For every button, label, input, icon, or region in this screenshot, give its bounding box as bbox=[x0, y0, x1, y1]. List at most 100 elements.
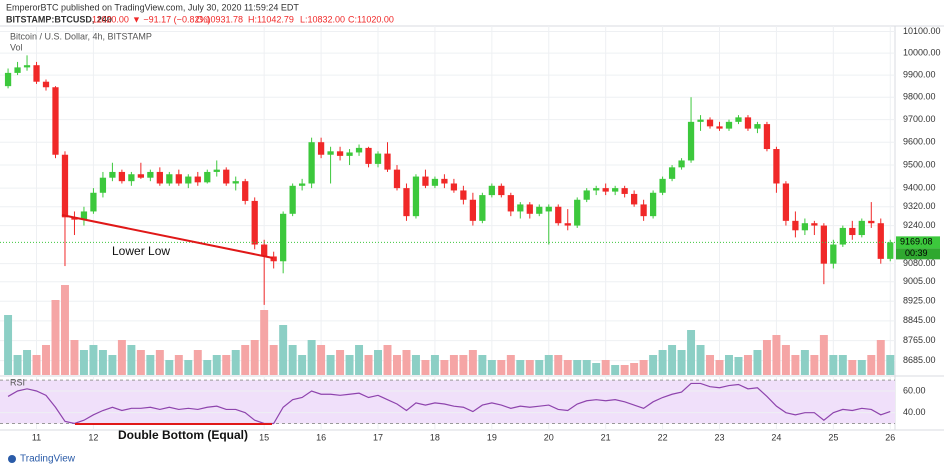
volume-bar bbox=[687, 330, 696, 375]
volume-bar bbox=[734, 357, 743, 375]
volume-bar bbox=[60, 285, 69, 375]
candle-body bbox=[52, 87, 59, 155]
volume-bar bbox=[32, 355, 41, 375]
candle-body bbox=[782, 183, 790, 221]
candle-body bbox=[460, 190, 467, 200]
volume-bar bbox=[440, 360, 449, 375]
y-tick-label: 9600.00 bbox=[903, 137, 936, 147]
candle-body bbox=[763, 124, 771, 150]
volume-bar bbox=[867, 355, 876, 375]
candle-body bbox=[536, 206, 543, 214]
candle-body bbox=[251, 200, 258, 245]
volume-bar bbox=[4, 315, 13, 375]
volume-bar bbox=[364, 355, 373, 375]
y-tick-label: 9900.00 bbox=[903, 69, 936, 79]
y-tick-label: 9320.00 bbox=[903, 201, 936, 211]
candle-body bbox=[849, 227, 856, 236]
volume-bar bbox=[573, 360, 582, 375]
candle-body bbox=[431, 178, 439, 186]
volume-bar bbox=[544, 355, 553, 375]
candle-body bbox=[270, 256, 277, 262]
candle-body bbox=[517, 204, 524, 212]
candle-body bbox=[583, 190, 590, 200]
y-tick-label: 9700.00 bbox=[903, 114, 936, 124]
candle-body bbox=[412, 176, 420, 217]
volume-bar bbox=[535, 360, 544, 375]
rsi-line bbox=[7, 382, 891, 425]
volume-bar bbox=[241, 345, 250, 375]
volume-bar bbox=[193, 350, 202, 375]
volume-bar bbox=[478, 355, 487, 375]
x-tick-label: 15 bbox=[259, 432, 269, 442]
candle-body bbox=[242, 181, 249, 201]
volume-bar bbox=[611, 365, 620, 375]
volume-bar bbox=[155, 350, 164, 375]
y-tick-label: 9800.00 bbox=[903, 92, 936, 102]
candle-body bbox=[887, 242, 894, 259]
candle-body bbox=[194, 176, 201, 183]
volume-bar bbox=[497, 360, 506, 375]
candle-body bbox=[555, 206, 562, 224]
candle-body bbox=[280, 213, 287, 262]
candle-body bbox=[384, 153, 391, 170]
candle-body bbox=[223, 169, 230, 184]
x-tick-label: 26 bbox=[885, 432, 895, 442]
change: ▼ −91.17 (−0.82%) bbox=[132, 14, 210, 24]
rsi-band bbox=[0, 380, 895, 424]
volume-bar bbox=[706, 355, 715, 375]
volume-bar bbox=[13, 355, 22, 375]
candle-body bbox=[156, 171, 163, 184]
volume-bar bbox=[829, 355, 838, 375]
candle-body bbox=[773, 149, 780, 184]
candle-body bbox=[147, 171, 154, 178]
x-tick-label: 18 bbox=[430, 432, 440, 442]
annotation: Double Bottom (Equal) bbox=[118, 428, 248, 442]
volume-bar bbox=[876, 340, 885, 375]
candle-body bbox=[80, 211, 88, 220]
volume-bar bbox=[98, 350, 107, 375]
candle-body bbox=[564, 223, 571, 226]
candles bbox=[0, 55, 895, 305]
y-tick-label: 8765.00 bbox=[903, 335, 936, 345]
candle-body bbox=[545, 206, 552, 212]
ohlc: O:10931.78 bbox=[196, 14, 243, 24]
volume-bar bbox=[781, 345, 790, 375]
volume-bar bbox=[668, 345, 677, 375]
candle-body bbox=[678, 160, 685, 168]
volume-bar bbox=[203, 360, 212, 375]
candle-body bbox=[631, 193, 638, 205]
candle-body bbox=[185, 176, 192, 184]
candle-body bbox=[403, 188, 410, 217]
candle-body bbox=[355, 147, 363, 153]
volume-bar bbox=[696, 345, 705, 375]
volume-bar bbox=[383, 345, 392, 375]
candle-body bbox=[232, 181, 239, 184]
y-tick-label: 60.00 bbox=[903, 385, 926, 395]
logo-icon bbox=[8, 455, 16, 463]
candle-body bbox=[99, 177, 107, 193]
candle-body bbox=[393, 169, 401, 189]
candle-body bbox=[877, 223, 884, 259]
volume-bar bbox=[146, 355, 155, 375]
volume-bar bbox=[298, 355, 307, 375]
y-tick-label: 9080.00 bbox=[903, 258, 936, 268]
candle-body bbox=[175, 174, 182, 184]
y-tick-label: 8925.00 bbox=[903, 296, 936, 306]
overlay: Bitcoin / U.S. Dollar, 4h, BITSTAMP Vol … bbox=[8, 26, 941, 465]
volume-bar bbox=[421, 360, 430, 375]
candle-body bbox=[317, 142, 325, 155]
volume-bar bbox=[23, 350, 32, 375]
volume-bar bbox=[288, 345, 297, 375]
rsi-label: RSI bbox=[10, 377, 25, 387]
price: 11020.00 bbox=[92, 14, 129, 24]
candle-body bbox=[668, 167, 676, 179]
volume-bar bbox=[402, 350, 411, 375]
candle-body bbox=[33, 65, 40, 82]
volume-bar bbox=[753, 350, 762, 375]
candle-body bbox=[90, 192, 97, 212]
candle-body bbox=[706, 119, 714, 127]
footer-logo: TradingView bbox=[20, 454, 76, 465]
volume-bar bbox=[89, 345, 98, 375]
volume-bar bbox=[184, 360, 193, 375]
